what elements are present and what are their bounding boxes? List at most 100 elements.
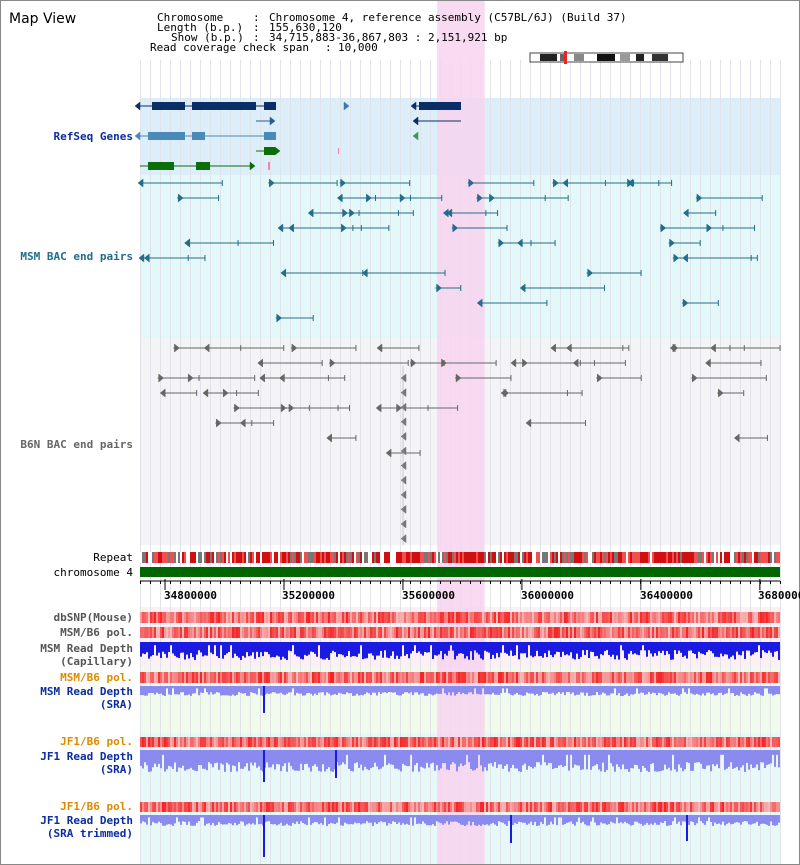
jf1-trimmed-depth-bar [530,815,532,822]
jf1-b6-pol-heat-cell [342,802,344,812]
track-label-msm-b6-pol-1[interactable]: MSM/B6 pol. [60,626,133,639]
msm-capillary-depth-bar [256,642,258,652]
msm-sra-depth-bar [146,686,148,696]
jf1-sra-depth-bar [280,750,282,772]
jf1-sra-depth-bar [632,750,634,769]
dbsnp-heat-cell [674,612,676,623]
msm-sra-depth-bar [336,686,338,695]
jf1-trimmed-depth-bar [260,815,262,824]
jf1-b6-pol-heat-cell [526,802,528,812]
dbsnp-heat-cell [612,612,614,623]
dbsnp-heat-cell [396,612,398,623]
jf1-trimmed-depth-bar [174,815,176,824]
track-label-msm-bac[interactable]: MSM BAC end pairs [20,250,133,263]
track-label-msm-depth-sra-line1[interactable]: MSM Read Depth [40,685,133,698]
msm-sra-depth-bar [654,686,656,694]
jf1-sra-depth-bar [412,750,414,772]
jf1-b6-pol-heat-cell [260,802,262,812]
track-label-msm-depth-cap-line1[interactable]: MSM Read Depth [40,642,133,655]
jf1-b6-pol-heat-cell [252,737,254,747]
msm-b6-pol-heat-cell [248,627,250,638]
jf1-sra-depth-bar [328,750,330,768]
msm-capillary-depth-bar [284,642,286,659]
jf1-sra-depth-bar [518,750,520,772]
jf1-sra-depth-bar [276,750,278,764]
jf1-trimmed-depth-bar [552,815,554,825]
gene-strand-arrow [343,101,350,111]
repeat-mark [404,552,406,563]
dbsnp-heat-cell [352,612,354,623]
jf1-sra-depth-bar [174,750,176,763]
jf1-b6-pol-heat-cell [740,737,742,747]
jf1-b6-pol-heat-cell [160,802,162,812]
track-label-jf1-depth-sra-line1[interactable]: JF1 Read Depth [40,750,133,763]
repeat-mark [480,552,482,563]
repeat-mark [746,552,748,563]
msm-b6-pol-heat-cell [530,672,532,683]
msm-sra-depth-bar [496,686,498,695]
track-label-dbsnp[interactable]: dbSNP(Mouse) [53,611,133,624]
jf1-sra-depth-bar [164,750,166,772]
dbsnp-heat-cell [222,612,224,623]
b6n-bac-pair-end [400,373,407,383]
jf1-b6-pol-heat-cell [618,737,620,747]
msm-b6-pol-heat-cell [242,672,244,683]
msm-capillary-depth-bar [588,642,590,659]
dbsnp-heat-cell [778,612,780,623]
jf1-sra-depth-bar [306,750,308,764]
msm-sra-depth-bar [370,686,372,696]
msm-sra-depth-bar [526,686,528,693]
jf1-trimmed-depth-bar [316,815,318,823]
jf1-sra-depth-bar [468,750,470,763]
jf1-sra-depth-bar [490,750,492,764]
jf1-b6-pol-heat-cell [708,802,710,812]
jf1-b6-pol-heat-cell [426,802,428,812]
msm-bac-pair-end [682,298,689,308]
msm-b6-pol-heat-cell [508,627,510,638]
repeat-mark [278,552,280,563]
jf1-sra-depth-bar [324,750,326,772]
track-label-b6n-bac[interactable]: B6N BAC end pairs [20,438,133,451]
jf1-trimmed-depth-bar [500,815,502,823]
track-label-jf1-depth-trim-line1[interactable]: JF1 Read Depth [40,814,133,827]
jf1-b6-pol-heat-cell [358,737,360,747]
repeat-mark [762,552,764,563]
msm-capillary-depth-bar [420,642,422,654]
msm-capillary-depth-bar [548,642,550,651]
msm-b6-pol-heat-cell [722,627,724,638]
jf1-sra-depth-bar [434,750,436,771]
repeat-mark [764,552,766,563]
msm-capillary-depth-bar [394,642,396,659]
msm-sra-depth-bar [248,686,250,696]
msm-b6-pol-heat-cell [236,672,238,683]
msm-b6-pol-heat-cell [262,672,264,683]
gene-exon [192,102,256,110]
repeat-mark [648,552,650,563]
msm-capillary-depth-bar [496,642,498,653]
track-label-jf1-b6-pol-2[interactable]: JF1/B6 pol. [60,800,133,813]
jf1-b6-pol-heat-cell [476,802,478,812]
track-label-jf1-b6-pol-1[interactable]: JF1/B6 pol. [60,735,133,748]
jf1-b6-pol-heat-cell [464,737,466,747]
repeat-mark [296,552,298,563]
msm-b6-pol-heat-cell [672,672,674,683]
jf1-sra-depth-bar [630,750,632,769]
track-label-refseq[interactable]: RefSeq Genes [53,130,133,143]
msm-b6-pol-heat-cell [240,672,242,683]
msm-sra-depth-bar [668,686,670,693]
length-colon: : [253,21,260,34]
msm-b6-pol-heat-cell [276,627,278,638]
msm-sra-depth-bar [674,686,676,694]
msm-b6-pol-heat-cell [252,672,254,683]
jf1-trimmed-depth-bar [712,815,714,826]
msm-capillary-depth-bar [538,642,540,657]
jf1-sra-depth-bar [622,750,624,765]
b6n-bac-pair-end [202,388,209,398]
repeat-mark [206,552,208,563]
track-label-msm-b6-pol-2[interactable]: MSM/B6 pol. [60,671,133,684]
jf1-b6-pol-heat-cell [538,737,540,747]
msm-sra-depth-bar [426,686,428,696]
msm-sra-depth-bar [442,686,444,689]
jf1-b6-pol-heat-cell [406,737,408,747]
